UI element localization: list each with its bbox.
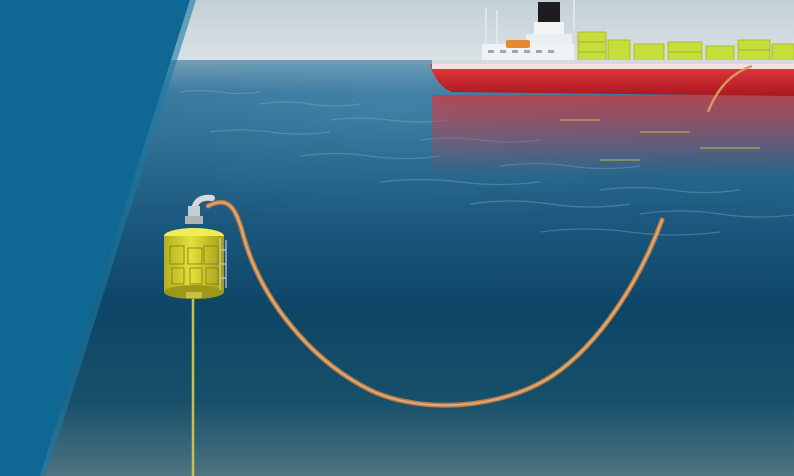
reflection-ripples — [560, 119, 760, 161]
funnel — [538, 2, 560, 24]
hull — [430, 64, 794, 96]
subsurface-buoy — [164, 206, 227, 299]
fpso-vessel — [430, 0, 794, 96]
ship-hawser — [706, 64, 753, 113]
ship-reflection — [432, 95, 794, 175]
accommodation — [482, 44, 574, 64]
blue-panel-edge — [40, 0, 196, 476]
blue-panel — [0, 0, 190, 476]
